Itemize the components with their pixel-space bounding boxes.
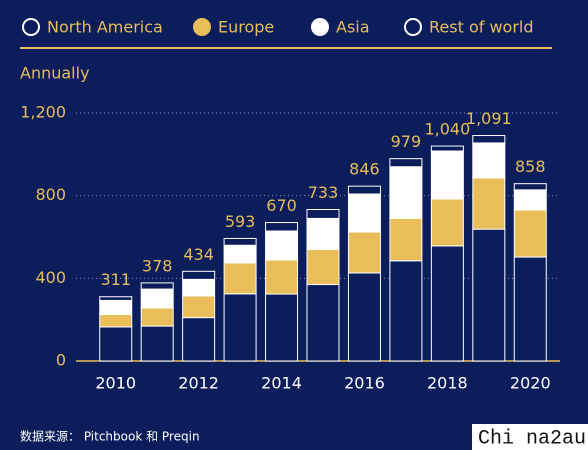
total-label: 846 [349, 160, 380, 179]
x-tick-label: 2018 [427, 374, 468, 393]
legend-marker [22, 18, 40, 36]
bar-segment [306, 248, 340, 286]
bar-segment [182, 317, 216, 362]
bar-segment [389, 166, 423, 219]
bar-segment [472, 135, 506, 144]
bar-segment [140, 325, 174, 362]
y-tick-label: 400 [35, 268, 66, 287]
bar-segment [513, 189, 547, 211]
bar-segment [265, 230, 299, 261]
total-label: 1,091 [466, 109, 512, 128]
y-tick-label: 1,200 [20, 103, 66, 122]
y-tick-label: 800 [35, 185, 66, 204]
bar-segment [265, 259, 299, 295]
bar-segment [306, 209, 340, 219]
bar-segment [265, 293, 299, 362]
x-tick-label: 2010 [95, 374, 136, 393]
source: 数据来源： Pitchbook 和 Preqin [20, 429, 200, 444]
bar-segment [430, 150, 464, 200]
bar-segment [347, 231, 381, 274]
total-label: 858 [515, 157, 546, 176]
subtitle: Annually [20, 64, 90, 83]
total-label: 670 [266, 196, 297, 215]
bar-segment [389, 217, 423, 262]
bar-segment [182, 295, 216, 319]
bar-segment [347, 185, 381, 195]
bar-segment [99, 296, 133, 301]
bar-segment [347, 193, 381, 233]
total-label: 733 [308, 183, 339, 202]
bar-segment [99, 299, 133, 315]
legend-label: North America [47, 18, 163, 37]
bar-segment [140, 282, 174, 290]
y-tick-label: 0 [56, 351, 66, 370]
legend-label: Asia [336, 18, 370, 37]
bar-segment [223, 293, 257, 362]
x-tick-label: 2020 [510, 374, 551, 393]
bar-segment [223, 244, 257, 264]
watermark-bg [472, 424, 588, 450]
bar-segment [472, 177, 506, 230]
bar-segment [182, 270, 216, 280]
bar-segment [306, 217, 340, 250]
total-label: 979 [391, 132, 422, 151]
x-tick-label: 2012 [178, 374, 219, 393]
bar-segment [472, 228, 506, 362]
bar-segment [140, 307, 174, 327]
bar-segment [513, 183, 547, 191]
bar-segment [389, 260, 423, 362]
total-label: 434 [183, 245, 214, 264]
legend-marker [193, 18, 211, 36]
bar-segment [223, 237, 257, 246]
total-label: 378 [142, 256, 173, 275]
bar-segment [430, 145, 464, 152]
legend-marker [311, 18, 329, 36]
total-label: 1,040 [424, 120, 470, 139]
bar-segment [389, 158, 423, 168]
bar-segment [265, 222, 299, 232]
bar-segment [430, 245, 464, 362]
legend-label: Rest of world [429, 18, 534, 37]
x-tick-label: 2014 [261, 374, 302, 393]
bar-segment [223, 262, 257, 295]
bar-segment [140, 288, 174, 309]
bar-segment [306, 284, 340, 362]
bar-segment [430, 198, 464, 247]
bar-segment [99, 326, 133, 362]
bar-segment [472, 142, 506, 179]
bar-segment [99, 314, 133, 328]
bar-segment [513, 256, 547, 362]
total-label: 311 [100, 270, 131, 289]
total-label: 593 [225, 212, 256, 231]
watermark: Chi na2au [478, 427, 586, 450]
bar-segment [182, 278, 216, 297]
legend-marker [404, 18, 422, 36]
bar-segment [513, 209, 547, 258]
legend-label: Europe [218, 18, 274, 37]
bar-segment [347, 272, 381, 362]
x-tick-label: 2016 [344, 374, 385, 393]
